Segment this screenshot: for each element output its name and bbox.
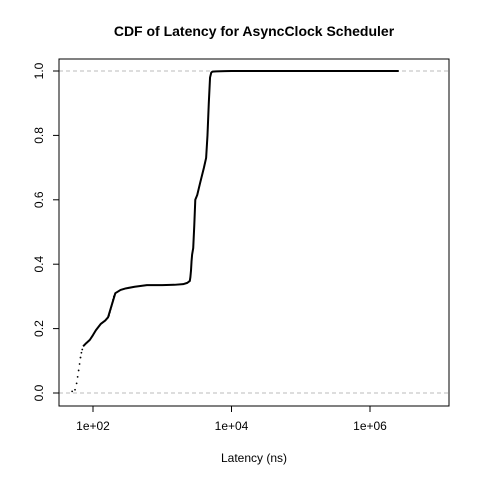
points-layer: [71, 295, 115, 393]
y-tick-label: 0.6: [32, 191, 46, 208]
cdf-point: [77, 369, 80, 372]
x-tick-label: 1e+06: [353, 419, 387, 433]
y-tick-label: 0.2: [32, 320, 46, 337]
x-axis-label: Latency (ns): [221, 451, 287, 465]
cdf-point: [110, 305, 113, 307]
y-tick-label: 1.0: [32, 62, 46, 79]
cdf-point: [78, 363, 81, 365]
cdf-point: [109, 308, 112, 311]
cdf-point: [112, 295, 115, 298]
plot-frame: [58, 58, 450, 407]
y-axis: 0.0 0.2 0.4 0.6 0.8 1.0: [32, 62, 60, 401]
x-axis: 1e+02 1e+04 1e+06: [76, 405, 387, 433]
series-layer: [82, 70, 399, 348]
cdf-series-line: [82, 70, 399, 348]
y-tick-label: 0.4: [32, 256, 46, 273]
cdf-point: [76, 376, 79, 378]
cdf-point: [80, 351, 83, 354]
chart-title: CDF of Latency for AsyncClock Scheduler: [114, 23, 395, 39]
cdf-point: [108, 314, 110, 317]
cdf-point: [75, 382, 78, 385]
y-tick-label: 0.8: [32, 127, 46, 144]
cdf-point: [71, 390, 74, 393]
cdf-point: [112, 298, 114, 301]
cdf-point: [81, 348, 84, 351]
reference-lines: [59, 70, 449, 394]
x-tick-label: 1e+02: [76, 419, 110, 433]
cdf-point: [108, 311, 111, 314]
cdf-point: [79, 356, 82, 359]
cdf-point: [111, 301, 114, 304]
cdf-point: [74, 388, 76, 391]
y-tick-label: 0.0: [32, 384, 46, 401]
x-tick-label: 1e+04: [215, 419, 249, 433]
